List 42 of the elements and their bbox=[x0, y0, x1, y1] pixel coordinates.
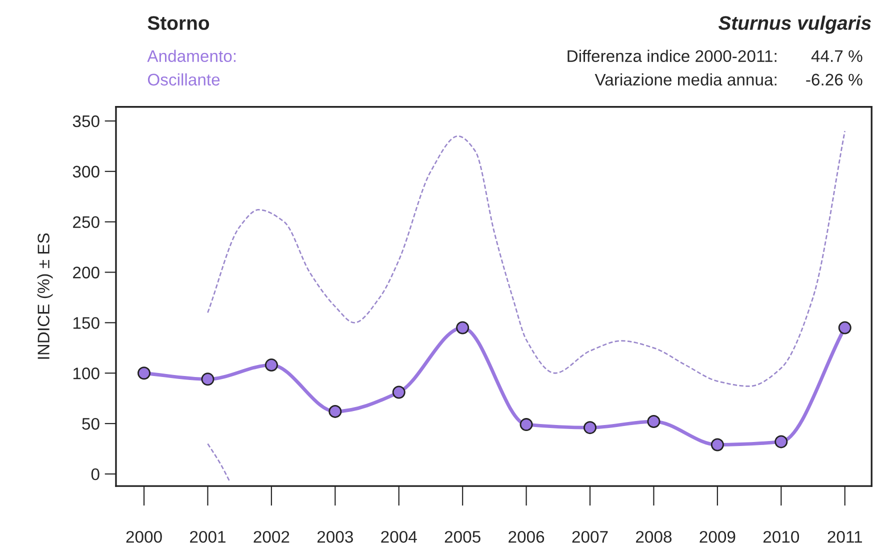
y-tick-label: 50 bbox=[82, 418, 100, 430]
y-tick-label: 250 bbox=[73, 216, 100, 228]
line-series bbox=[207, 130, 846, 387]
point bbox=[838, 321, 852, 334]
x-tick-label: 2009 bbox=[700, 530, 736, 543]
point bbox=[456, 321, 470, 334]
y-tick-label: 150 bbox=[73, 317, 100, 329]
y-tick-label: 300 bbox=[72, 166, 100, 178]
y-tick-label: 350 bbox=[72, 115, 100, 128]
text: -6.26 % bbox=[806, 74, 862, 86]
point bbox=[774, 435, 788, 448]
y-tick-label: 0 bbox=[91, 468, 100, 480]
text: Andamento: bbox=[147, 50, 236, 62]
x-tick-label: 2001 bbox=[190, 530, 226, 543]
x-tick-label: 2003 bbox=[317, 530, 353, 543]
point bbox=[264, 358, 278, 372]
text: 44.7 % bbox=[811, 50, 862, 62]
point bbox=[520, 418, 533, 432]
x-tick-label: 2004 bbox=[381, 530, 417, 543]
point bbox=[138, 366, 151, 380]
x-tick-label: 2005 bbox=[444, 530, 480, 543]
text: Oscillante bbox=[148, 73, 220, 86]
point bbox=[584, 421, 597, 434]
x-tick-label: 2011 bbox=[828, 530, 862, 543]
x-tick-label: 2002 bbox=[254, 530, 290, 543]
point bbox=[392, 386, 406, 399]
text: Variazione media annua: bbox=[594, 73, 776, 86]
chart-subtitle: Sturnus vulgaris bbox=[718, 16, 871, 34]
x-tick-label: 2007 bbox=[572, 530, 608, 543]
chart-title: Storno bbox=[148, 16, 210, 30]
point bbox=[201, 372, 214, 386]
y-tick-label: 200 bbox=[73, 266, 100, 278]
x-tick-label: 2006 bbox=[508, 530, 544, 543]
x-tick-label: 2008 bbox=[636, 530, 672, 543]
y-axis-title: INDICE (%) ± ES bbox=[37, 233, 53, 359]
text: Differenza indice 2000-2011: bbox=[568, 50, 776, 62]
x-tick-label: 2000 bbox=[126, 530, 162, 543]
x-tick-label: 2010 bbox=[763, 530, 800, 543]
point bbox=[647, 415, 660, 428]
point bbox=[328, 404, 342, 418]
y-tick-label: 100 bbox=[73, 368, 100, 380]
point bbox=[710, 438, 724, 452]
